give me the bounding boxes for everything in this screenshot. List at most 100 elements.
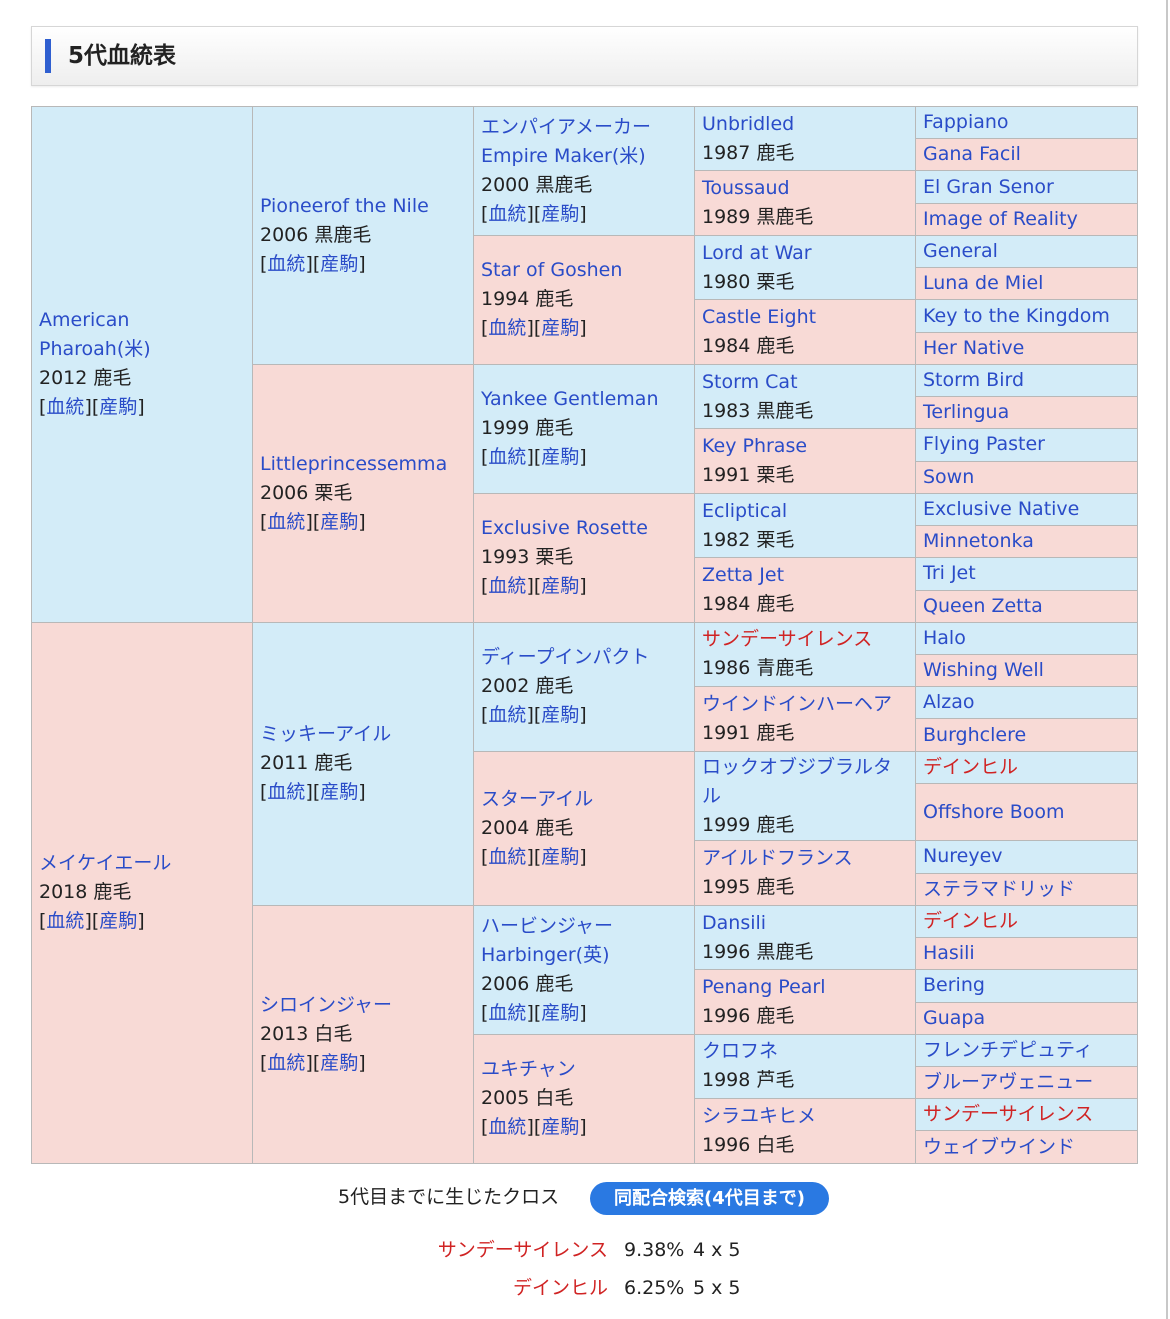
horse-name-link[interactable]: Terlingua [923,401,1010,424]
horse-name-link[interactable]: デインヒル [923,755,1019,778]
horse-name-link[interactable]: Pioneerof the Nile [260,194,429,217]
horse-name-link[interactable]: American Pharoah(米) [39,309,151,361]
horse-name-link[interactable]: Image of Reality [923,207,1078,230]
progeny-link[interactable]: 産駒 [320,1051,359,1074]
horse-name-link[interactable]: Exclusive Native [923,497,1080,520]
progeny-link[interactable]: 産駒 [541,202,580,225]
horse-name-link[interactable]: Zetta Jet [702,564,785,587]
horse-name-link[interactable]: スターアイル [481,787,594,810]
horse-name-link[interactable]: Fappiano [923,111,1009,134]
horse-name-link[interactable]: Littleprincessemma [260,452,448,475]
scrollbar[interactable] [1166,0,1168,1319]
horse-name-link[interactable]: Storm Bird [923,368,1025,391]
horse-name-link[interactable]: Toussaud [702,177,790,200]
horse-name-link[interactable]: Queen Zetta [923,594,1043,617]
progeny-link[interactable]: 産駒 [541,1116,580,1139]
progeny-link[interactable]: 産駒 [541,704,580,727]
pedigree-link[interactable]: 血統 [488,704,527,727]
progeny-link[interactable]: 産駒 [320,781,359,804]
progeny-link[interactable]: 産駒 [541,845,580,868]
horse-name-link[interactable]: ディープインパクト [481,646,650,669]
horse-info: 1991 鹿毛 [702,721,795,744]
horse-name-link[interactable]: サンデーサイレンス [923,1103,1094,1126]
horse-name-link[interactable]: メイケイエール [39,852,172,875]
cross-horse-name[interactable]: デインヒル [512,1277,608,1299]
horse-name-link[interactable]: Lord at War [702,241,812,264]
horse-name-link[interactable]: ステラマドリッド [923,877,1076,900]
horse-name-link[interactable]: Bering [923,974,985,997]
horse-name-link[interactable]: Minnetonka [923,530,1034,553]
horse-name-link[interactable]: Harbinger(英) [481,943,610,966]
gen5-cell: デインヒル [915,904,1138,939]
horse-name-link[interactable]: Offshore Boom [923,800,1065,823]
horse-name-link[interactable]: ウェイブウインド [923,1135,1076,1158]
horse-name-link[interactable]: Nureyev [923,845,1003,868]
horse-name-link[interactable]: アイルドフランス [702,847,853,870]
pedigree-link[interactable]: 血統 [488,845,527,868]
pedigree-link[interactable]: 血統 [488,202,527,225]
progeny-link[interactable]: 産駒 [99,396,138,419]
progeny-link[interactable]: 産駒 [320,510,359,533]
horse-name-link[interactable]: Penang Pearl [702,976,826,999]
horse-name-link[interactable]: Wishing Well [923,659,1044,682]
progeny-link[interactable]: 産駒 [541,317,580,340]
horse-name-link[interactable]: サンデーサイレンス [702,628,873,651]
horse-name-link[interactable]: Star of Goshen [481,259,623,282]
pedigree-link[interactable]: 血統 [488,1001,527,1024]
pedigree-link[interactable]: 血統 [267,781,306,804]
horse-name-link[interactable]: Gana Facil [923,143,1021,166]
horse-name-link[interactable]: Key to the Kingdom [923,304,1110,327]
horse-name-link[interactable]: Sown [923,465,975,488]
horse-name-link[interactable]: エンパイアメーカー [481,115,652,138]
progeny-link[interactable]: 産駒 [541,446,580,469]
horse-name-link[interactable]: El Gran Senor [923,175,1054,198]
pedigree-link[interactable]: 血統 [267,1051,306,1074]
pedigree-link[interactable]: 血統 [488,446,527,469]
horse-name-link[interactable]: Flying Paster [923,433,1045,456]
horse-name-link[interactable]: ハービンジャー [481,914,614,937]
horse-name-link[interactable]: General [923,240,998,263]
pedigree-link[interactable]: 血統 [46,910,85,933]
same-mating-search-button[interactable]: 同配合検索(4代目まで) [590,1182,829,1215]
horse-name-link[interactable]: ミッキーアイル [260,723,392,746]
pedigree-link[interactable]: 血統 [267,252,306,275]
horse-name-link[interactable]: Her Native [923,336,1025,359]
horse-name-link[interactable]: クロフネ [702,1040,779,1063]
progeny-link[interactable]: 産駒 [541,575,580,598]
horse-name-link[interactable]: シラユキヒメ [702,1105,817,1128]
horse-name-link[interactable]: Guapa [923,1006,986,1029]
horse-name-link[interactable]: デインヒル [923,909,1019,932]
horse-name-link[interactable]: シロインジャー [260,993,393,1016]
horse-name-link[interactable]: Key Phrase [702,435,808,458]
horse-name-link[interactable]: Luna de Miel [923,272,1044,295]
progeny-link[interactable]: 産駒 [99,910,138,933]
pedigree-link[interactable]: 血統 [488,1116,527,1139]
progeny-link[interactable]: 産駒 [320,252,359,275]
horse-name-link[interactable]: ロックオブジブラルタル [702,755,893,807]
horse-name-link[interactable]: フレンチデピュティ [923,1038,1093,1061]
horse-name-link[interactable]: Exclusive Rosette [481,517,648,540]
horse-name-link[interactable]: ブルーアヴェニュー [923,1071,1094,1094]
pedigree-link[interactable]: 血統 [488,575,527,598]
horse-name-link[interactable]: Castle Eight [702,306,817,329]
horse-name-link[interactable]: Unbridled [702,112,795,135]
horse-name-link[interactable]: Burghclere [923,723,1027,746]
horse-info: 2005 白毛 [481,1087,574,1110]
horse-name-link[interactable]: Halo [923,626,966,649]
horse-name-link[interactable]: Yankee Gentleman [481,388,659,411]
horse-name-link[interactable]: Hasili [923,942,975,965]
pedigree-link[interactable]: 血統 [488,317,527,340]
horse-name-link[interactable]: ユキチャン [481,1058,576,1081]
horse-name-link[interactable]: Ecliptical [702,499,788,522]
cross-horse-name[interactable]: サンデーサイレンス [437,1239,608,1261]
pedigree-link[interactable]: 血統 [267,510,306,533]
horse-name-link[interactable]: Tri Jet [923,562,976,585]
horse-name-link[interactable]: Empire Maker(米) [481,144,646,167]
progeny-link[interactable]: 産駒 [541,1001,580,1024]
horse-name-link[interactable]: ウインドインハーヘア [702,692,893,715]
pedigree-link[interactable]: 血統 [46,396,85,419]
horse-name-link[interactable]: Dansili [702,911,767,934]
horse-name-link[interactable]: Storm Cat [702,370,798,393]
gen4-cell: ウインドインハーヘア 1991 鹿毛 [694,686,916,752]
horse-name-link[interactable]: Alzao [923,691,975,714]
